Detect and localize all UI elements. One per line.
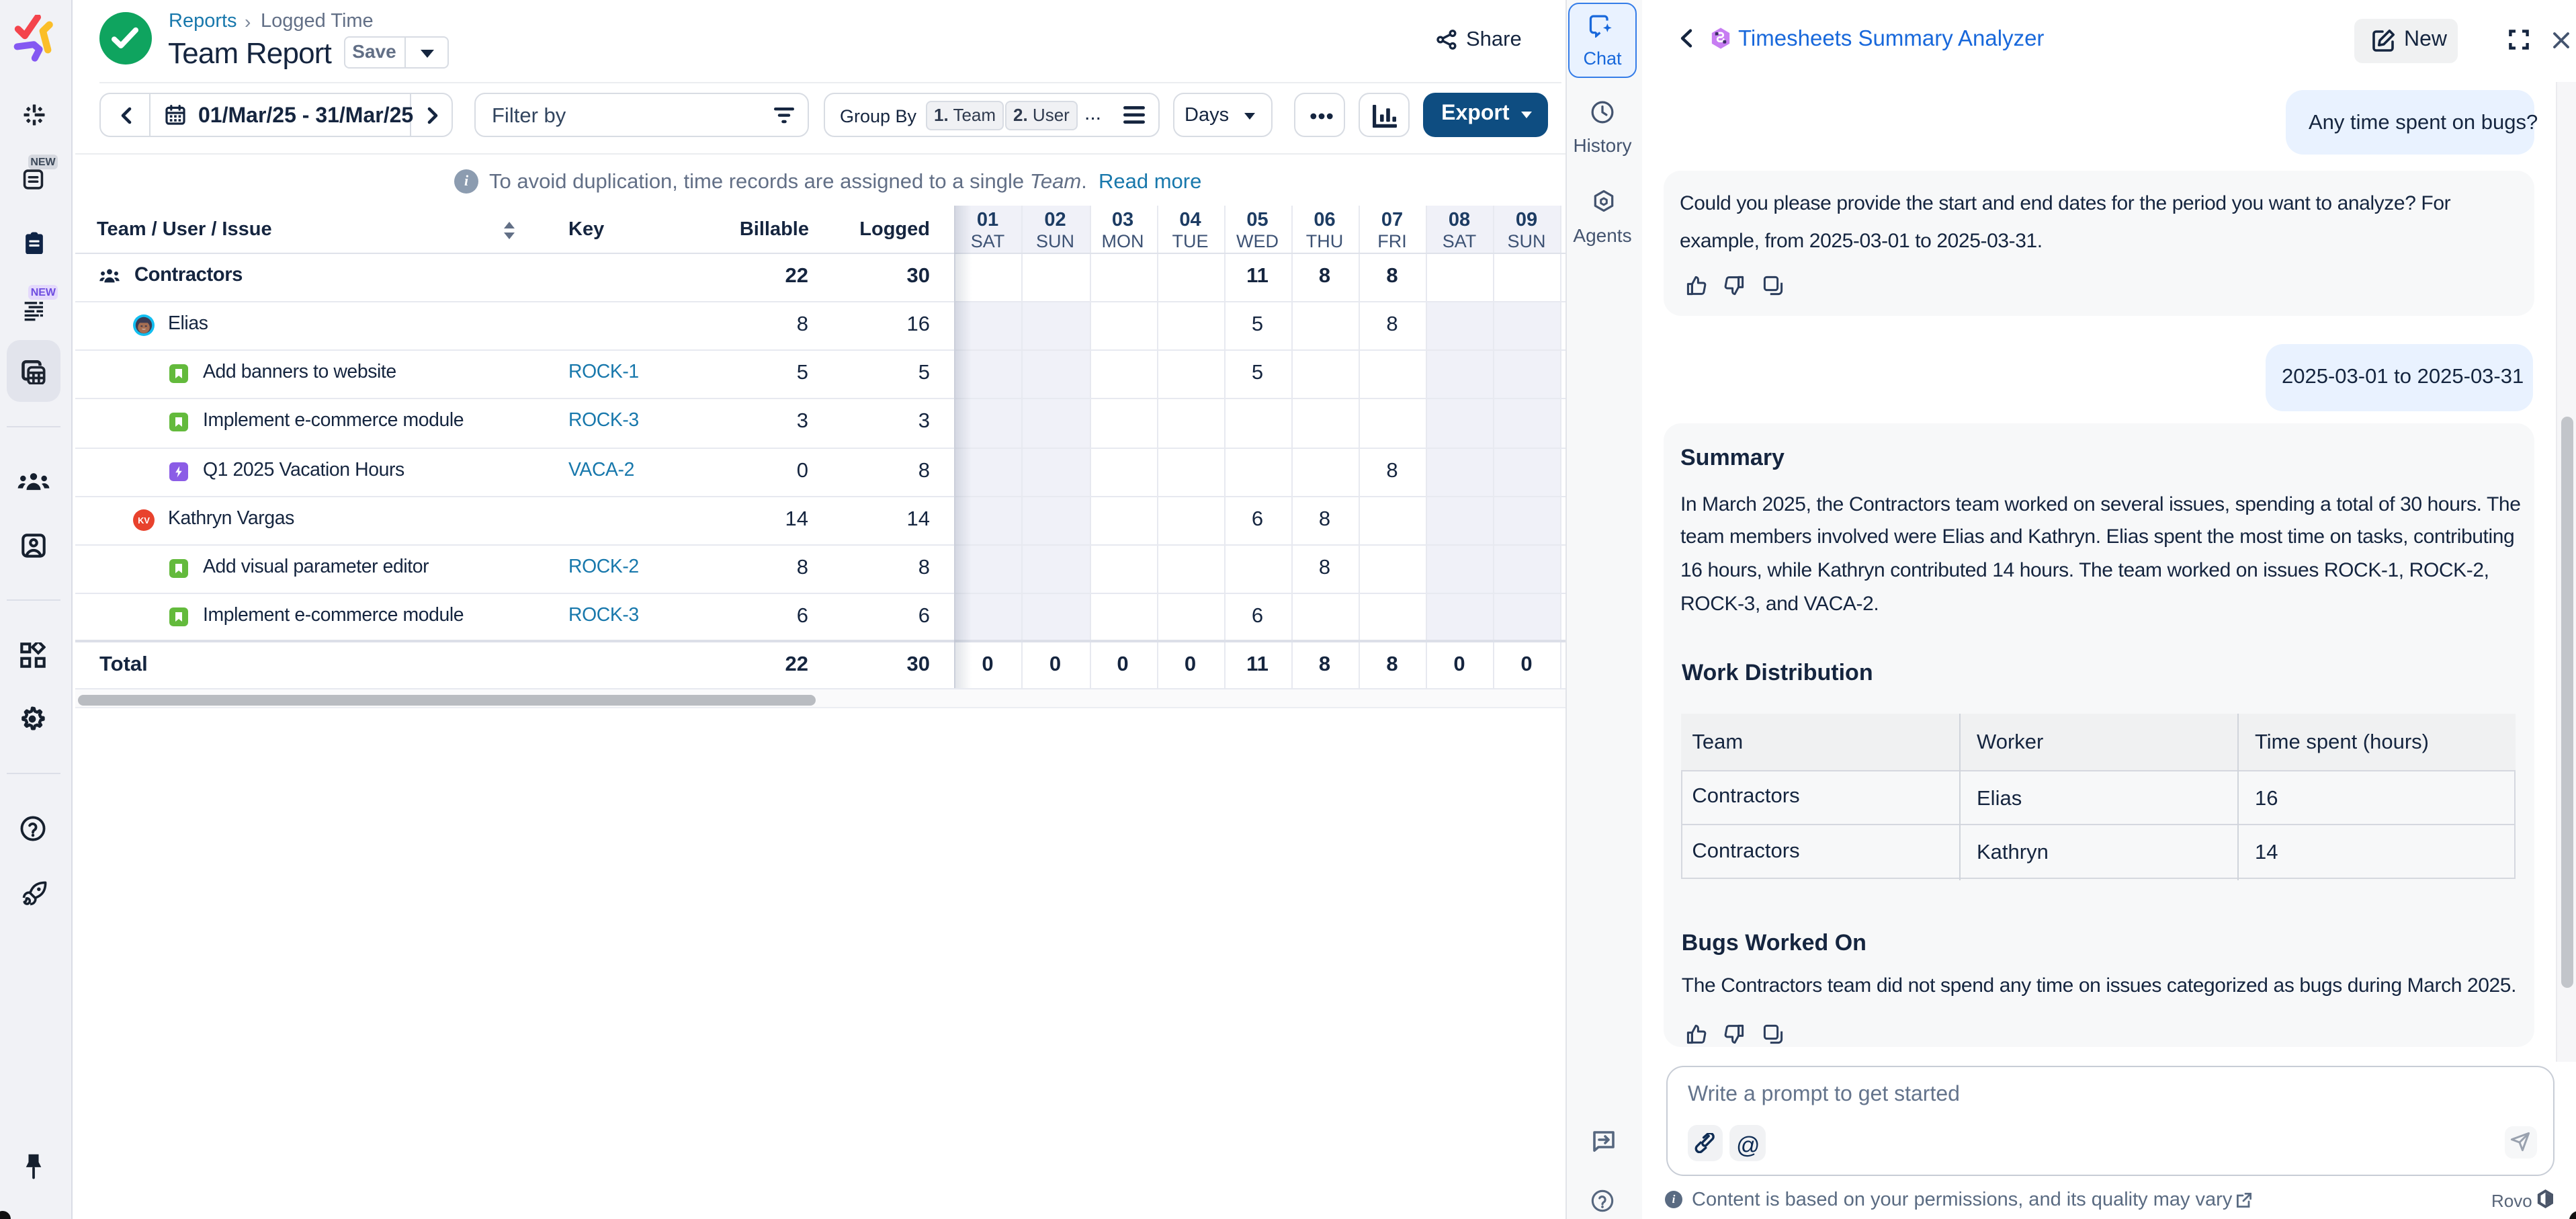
svg-text:KV: KV (138, 515, 150, 525)
